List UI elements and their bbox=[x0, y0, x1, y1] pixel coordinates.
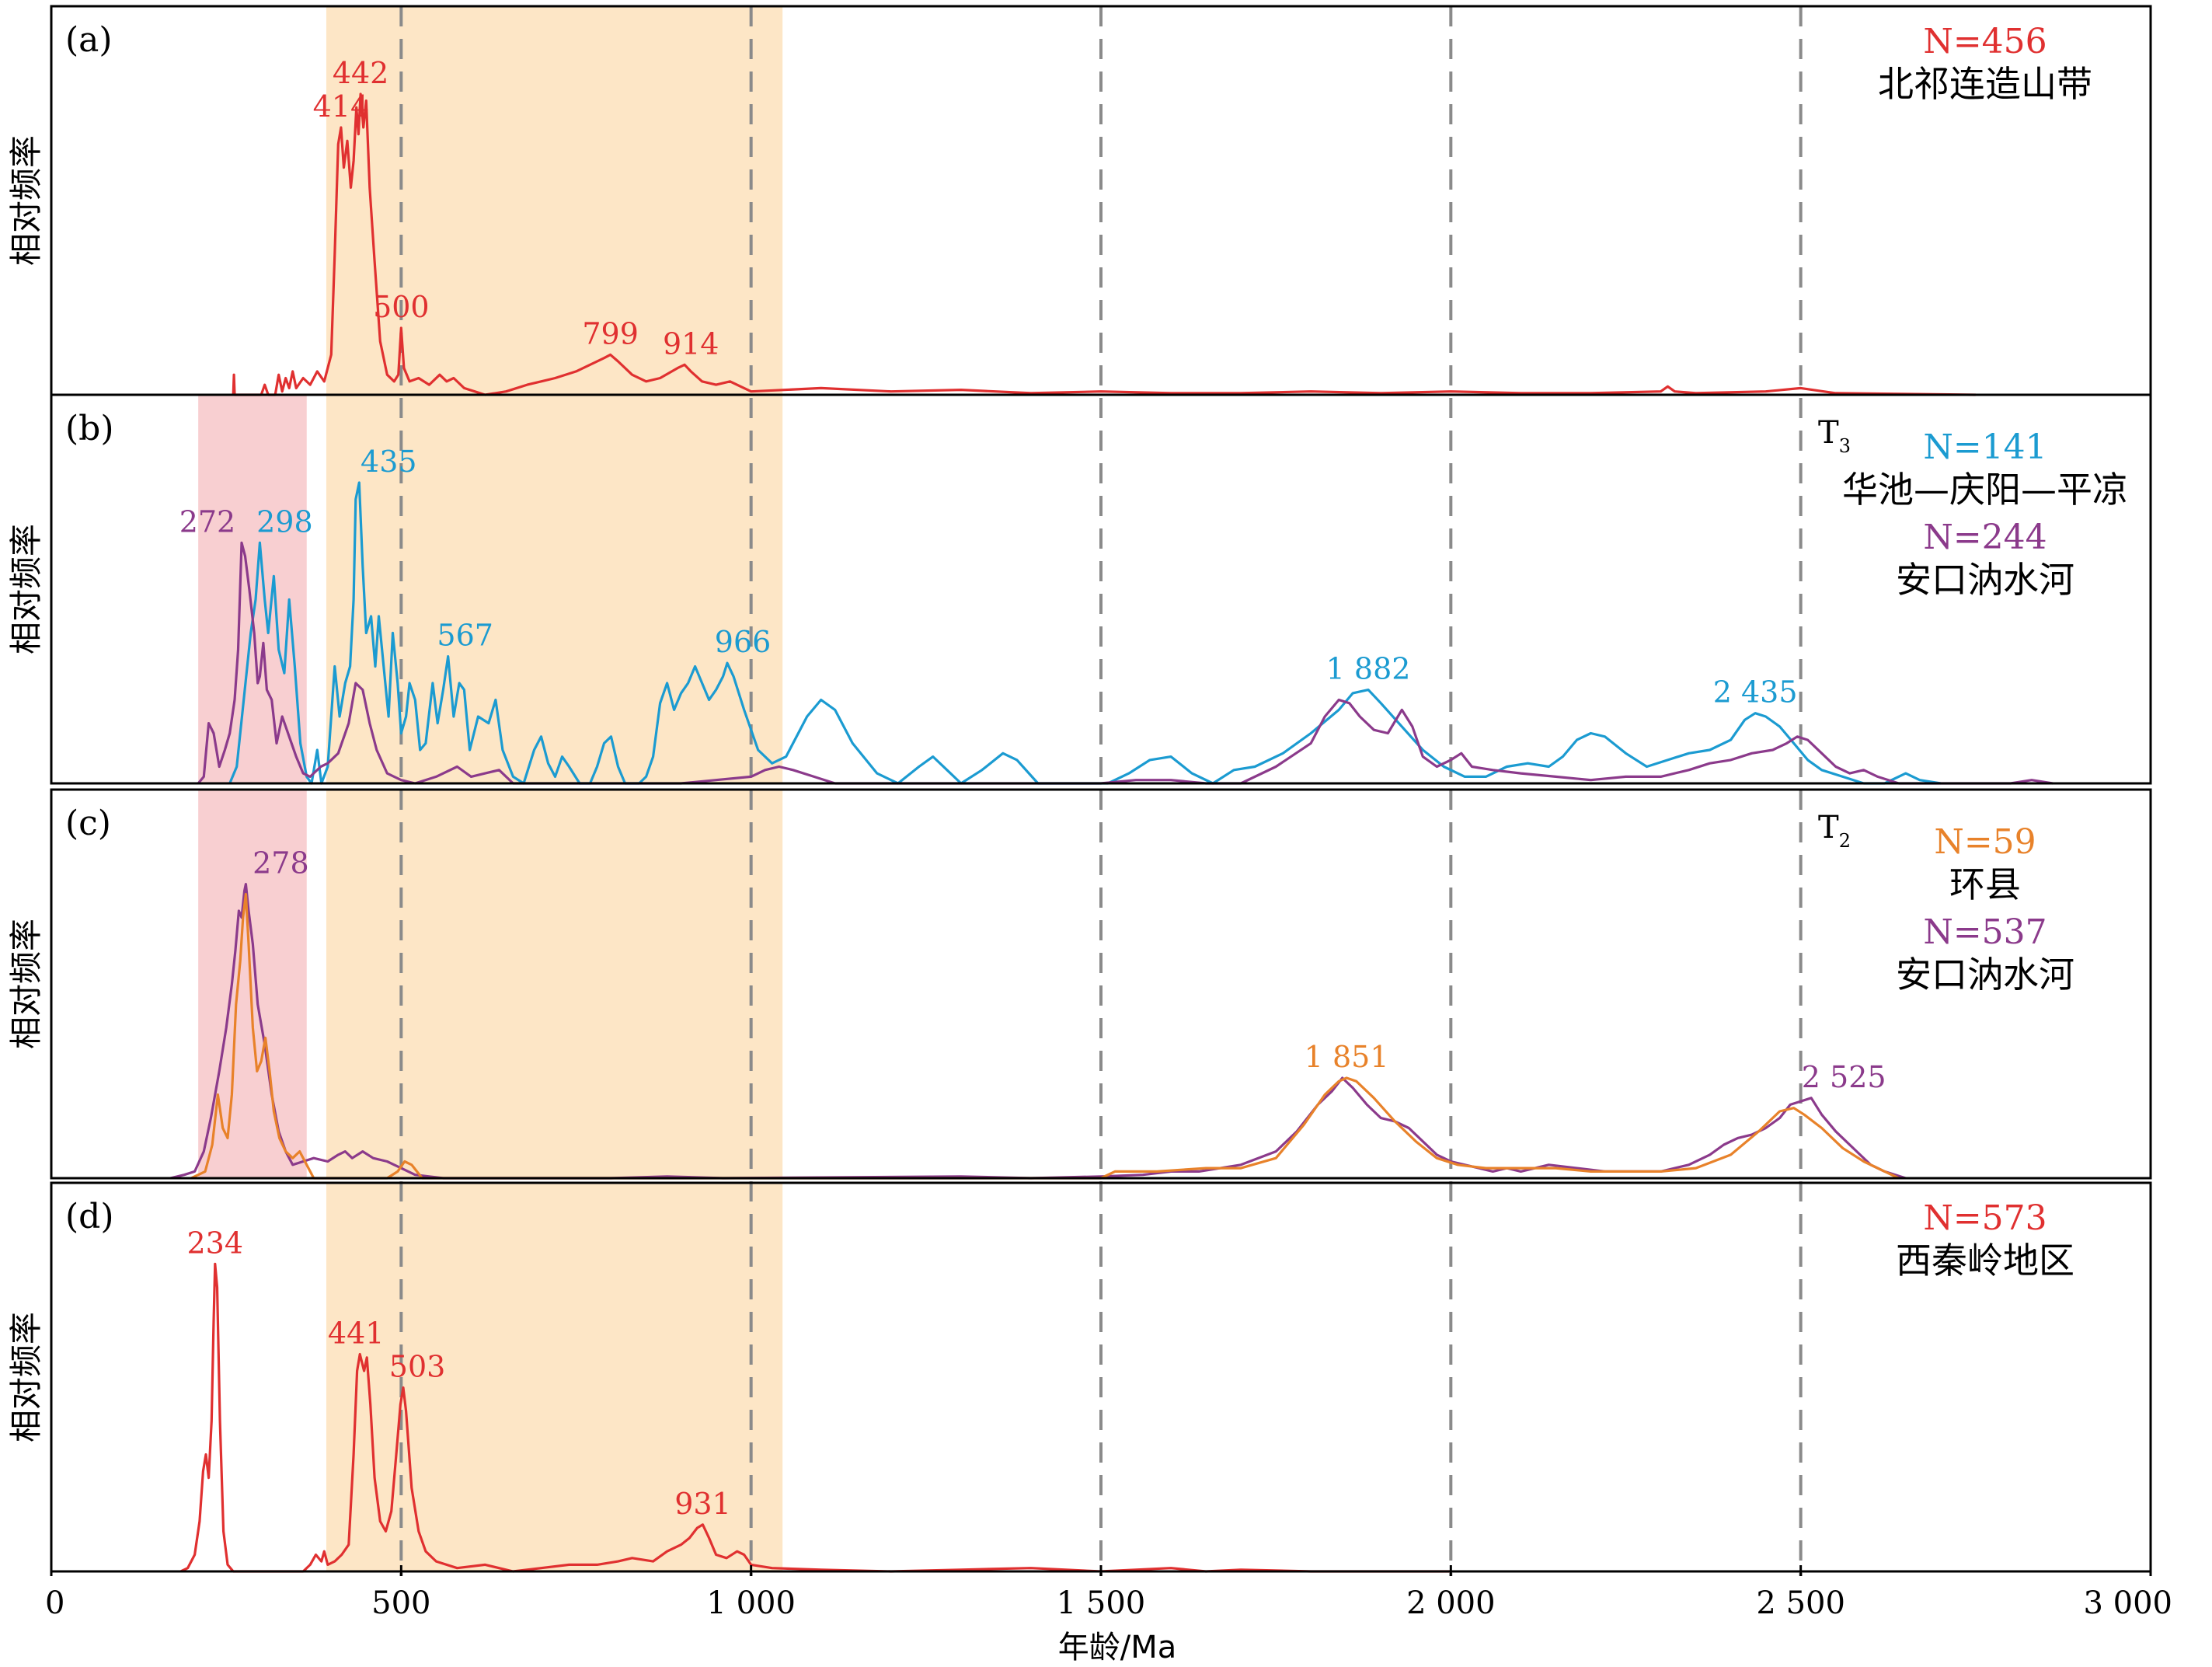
peak-label: 272 bbox=[179, 504, 236, 539]
x-tick-label: 2 500 bbox=[1756, 1585, 1845, 1621]
peak-label: 2 435 bbox=[1713, 675, 1798, 710]
panel-frame bbox=[50, 788, 2152, 1180]
shaded-range bbox=[326, 790, 783, 1178]
peak-label: 441 bbox=[328, 1317, 385, 1351]
x-axis: 年龄/Ma 0 500 1 000 1 500 2 000 2 500 3 000 bbox=[45, 1565, 2172, 1665]
peak-label: 931 bbox=[674, 1487, 731, 1521]
peak-label: 414 bbox=[313, 89, 370, 124]
legend-region-name: 安口汭水河 bbox=[1896, 954, 2074, 996]
series-line bbox=[228, 481, 1942, 785]
legend-region-name: 环县 bbox=[1949, 863, 2021, 905]
panel-label: (c) bbox=[65, 804, 111, 843]
stage-subscript: 2 bbox=[1839, 830, 1851, 852]
peak-label: 1 882 bbox=[1326, 652, 1411, 686]
peak-label: 500 bbox=[373, 290, 430, 324]
series-line bbox=[179, 1262, 1451, 1573]
x-tick-label: 3 000 bbox=[2083, 1585, 2172, 1621]
dashed-reference-lines bbox=[399, 6, 1803, 1576]
panel-label: (a) bbox=[65, 20, 113, 60]
legend-sample-size: N=59 bbox=[1934, 822, 2036, 862]
x-tick-label: 1 500 bbox=[1057, 1585, 1146, 1621]
panel-frames bbox=[50, 5, 2152, 1573]
panel-frame bbox=[50, 393, 2152, 785]
x-tick-label: 0 bbox=[45, 1585, 64, 1621]
legend-region-name: 安口汭水河 bbox=[1896, 559, 2074, 601]
peak-label: 503 bbox=[389, 1350, 446, 1384]
x-tick-label: 500 bbox=[371, 1585, 430, 1621]
series-line bbox=[169, 883, 1907, 1180]
panel-label: (b) bbox=[65, 409, 114, 448]
stage-subscript: 3 bbox=[1839, 435, 1851, 457]
legend-sample-size: N=573 bbox=[1923, 1198, 2047, 1238]
peak-label: 435 bbox=[361, 445, 417, 479]
legend-region-name: 西秦岭地区 bbox=[1896, 1240, 2074, 1282]
peak-label: 1 851 bbox=[1305, 1040, 1389, 1074]
peak-label: 442 bbox=[333, 56, 389, 90]
legend-region-name: 华池—庆阳—平凉 bbox=[1842, 469, 2128, 511]
peak-label: 298 bbox=[256, 504, 313, 539]
y-axis-label: 相对频率 bbox=[7, 135, 45, 266]
x-tick-label: 2 000 bbox=[1406, 1585, 1496, 1621]
y-axis-label: 相对频率 bbox=[7, 524, 45, 654]
panel-label: (d) bbox=[65, 1197, 114, 1236]
peak-label: 2 525 bbox=[1802, 1060, 1886, 1094]
legend-sample-size: N=141 bbox=[1923, 427, 2047, 467]
y-axis-label: 相对频率 bbox=[7, 1312, 45, 1442]
x-tick-label: 1 000 bbox=[706, 1585, 796, 1621]
stratigraphic-stage-label: T3 bbox=[1818, 415, 1851, 457]
peak-label: 567 bbox=[437, 619, 493, 653]
shaded-age-ranges bbox=[198, 6, 783, 1571]
stratigraphic-stage-label: T2 bbox=[1818, 810, 1851, 852]
shaded-range bbox=[326, 395, 783, 783]
x-axis-label: 年龄/Ma bbox=[1058, 1630, 1177, 1665]
peak-label: 799 bbox=[582, 316, 639, 350]
legend-sample-size: N=456 bbox=[1923, 22, 2047, 61]
legend-sample-size: N=244 bbox=[1923, 518, 2047, 557]
peak-label: 914 bbox=[663, 326, 719, 361]
legend-sample-size: N=537 bbox=[1923, 912, 2047, 952]
series-line bbox=[232, 92, 1976, 396]
peak-label: 234 bbox=[186, 1226, 243, 1260]
y-axis-label: 相对频率 bbox=[7, 919, 45, 1049]
peak-label: 966 bbox=[715, 625, 772, 659]
shaded-range bbox=[198, 395, 307, 783]
series-line bbox=[190, 892, 1900, 1180]
series-line bbox=[197, 541, 2054, 785]
peak-label: 278 bbox=[253, 846, 309, 881]
legend-region-name: 北祁连造山带 bbox=[1878, 63, 2092, 105]
age-distribution-curves bbox=[169, 92, 2054, 1573]
